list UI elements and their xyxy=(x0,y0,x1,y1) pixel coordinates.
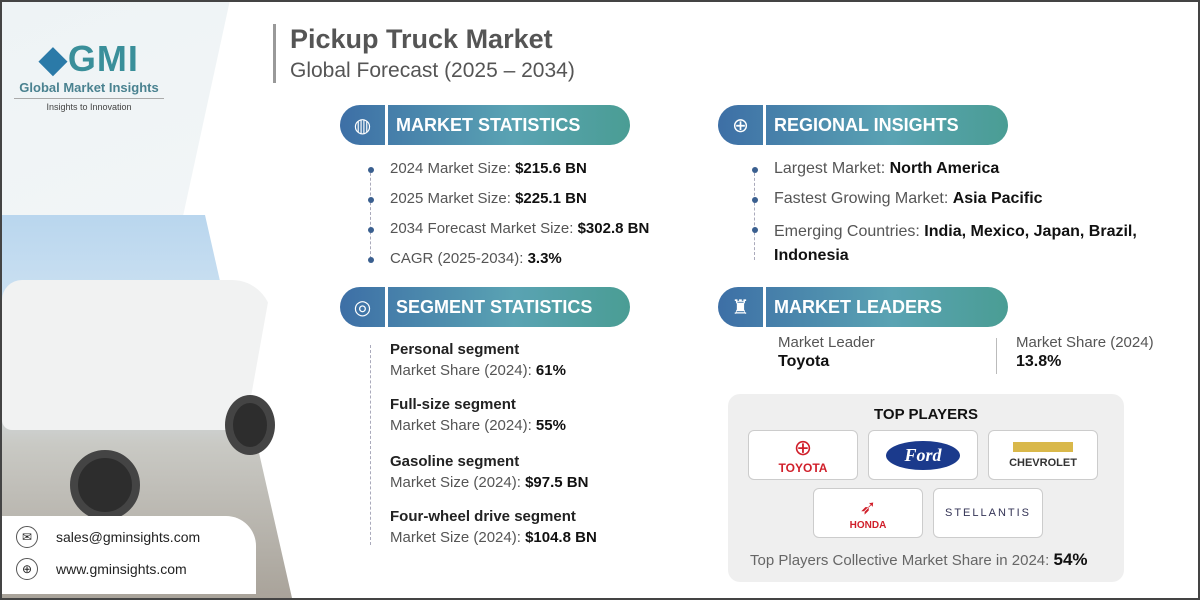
website-link[interactable]: www.gminsights.com xyxy=(56,561,187,577)
chevrolet-logo: CHEVROLET xyxy=(988,430,1098,480)
email-link[interactable]: sales@gminsights.com xyxy=(56,529,201,545)
market-leader-share: Market Share (2024) 13.8% xyxy=(1016,334,1154,370)
regional-insights-header: ⊕ REGIONAL INSIGHTS xyxy=(718,105,1008,145)
contact-box: ✉ sales@gminsights.com ⊕ www.gminsights.co… xyxy=(2,516,256,594)
segment-item: Full-size segment Market Share (2024): 55… xyxy=(390,396,566,434)
email-icon: ✉ xyxy=(16,526,38,548)
header: Pickup Truck Market Global Forecast (202… xyxy=(273,24,575,83)
globe-icon: ⊕ xyxy=(16,558,38,580)
regional-insights-list: Largest Market: North America Fastest Gr… xyxy=(752,160,1182,268)
top-players-panel: TOP PLAYERS ⊕ TOYOTA Ford CHEVROLET ➶ HOND… xyxy=(728,394,1124,582)
market-statistics-header: ◍ MARKET STATISTICS xyxy=(340,105,630,145)
market-leaders-header: ♜ MARKET LEADERS xyxy=(718,287,1008,327)
segment-item: Four-wheel drive segment Market Size (202… xyxy=(390,508,597,546)
toyota-logo: ⊕ TOYOTA xyxy=(748,430,858,480)
globe-icon: ⊕ xyxy=(718,105,766,145)
gmi-logo: ◆GMI Global Market Insights Insights to … xyxy=(14,38,164,112)
ford-logo: Ford xyxy=(868,430,978,480)
truck-body xyxy=(2,280,272,430)
market-leader: Market Leader Toyota xyxy=(778,334,875,370)
target-chart-icon: ◎ xyxy=(340,287,388,327)
segment-item: Personal segment Market Share (2024): 61% xyxy=(390,341,566,379)
page-subtitle: Global Forecast (2025 – 2034) xyxy=(290,59,575,82)
segment-item: Gasoline segment Market Size (2024): $97.… xyxy=(390,453,589,491)
market-statistics-list: 2024 Market Size: $215.6 BN 2025 Market … xyxy=(368,160,649,267)
stellantis-logo: STELLANTIS xyxy=(933,488,1043,538)
chart-globe-icon: ◍ xyxy=(340,105,388,145)
page-title: Pickup Truck Market xyxy=(290,24,553,54)
truck-wheel xyxy=(225,395,275,455)
leaderboard-icon: ♜ xyxy=(718,287,766,327)
honda-logo: ➶ HONDA xyxy=(813,488,923,538)
segment-statistics-header: ◎ SEGMENT STATISTICS xyxy=(340,287,630,327)
